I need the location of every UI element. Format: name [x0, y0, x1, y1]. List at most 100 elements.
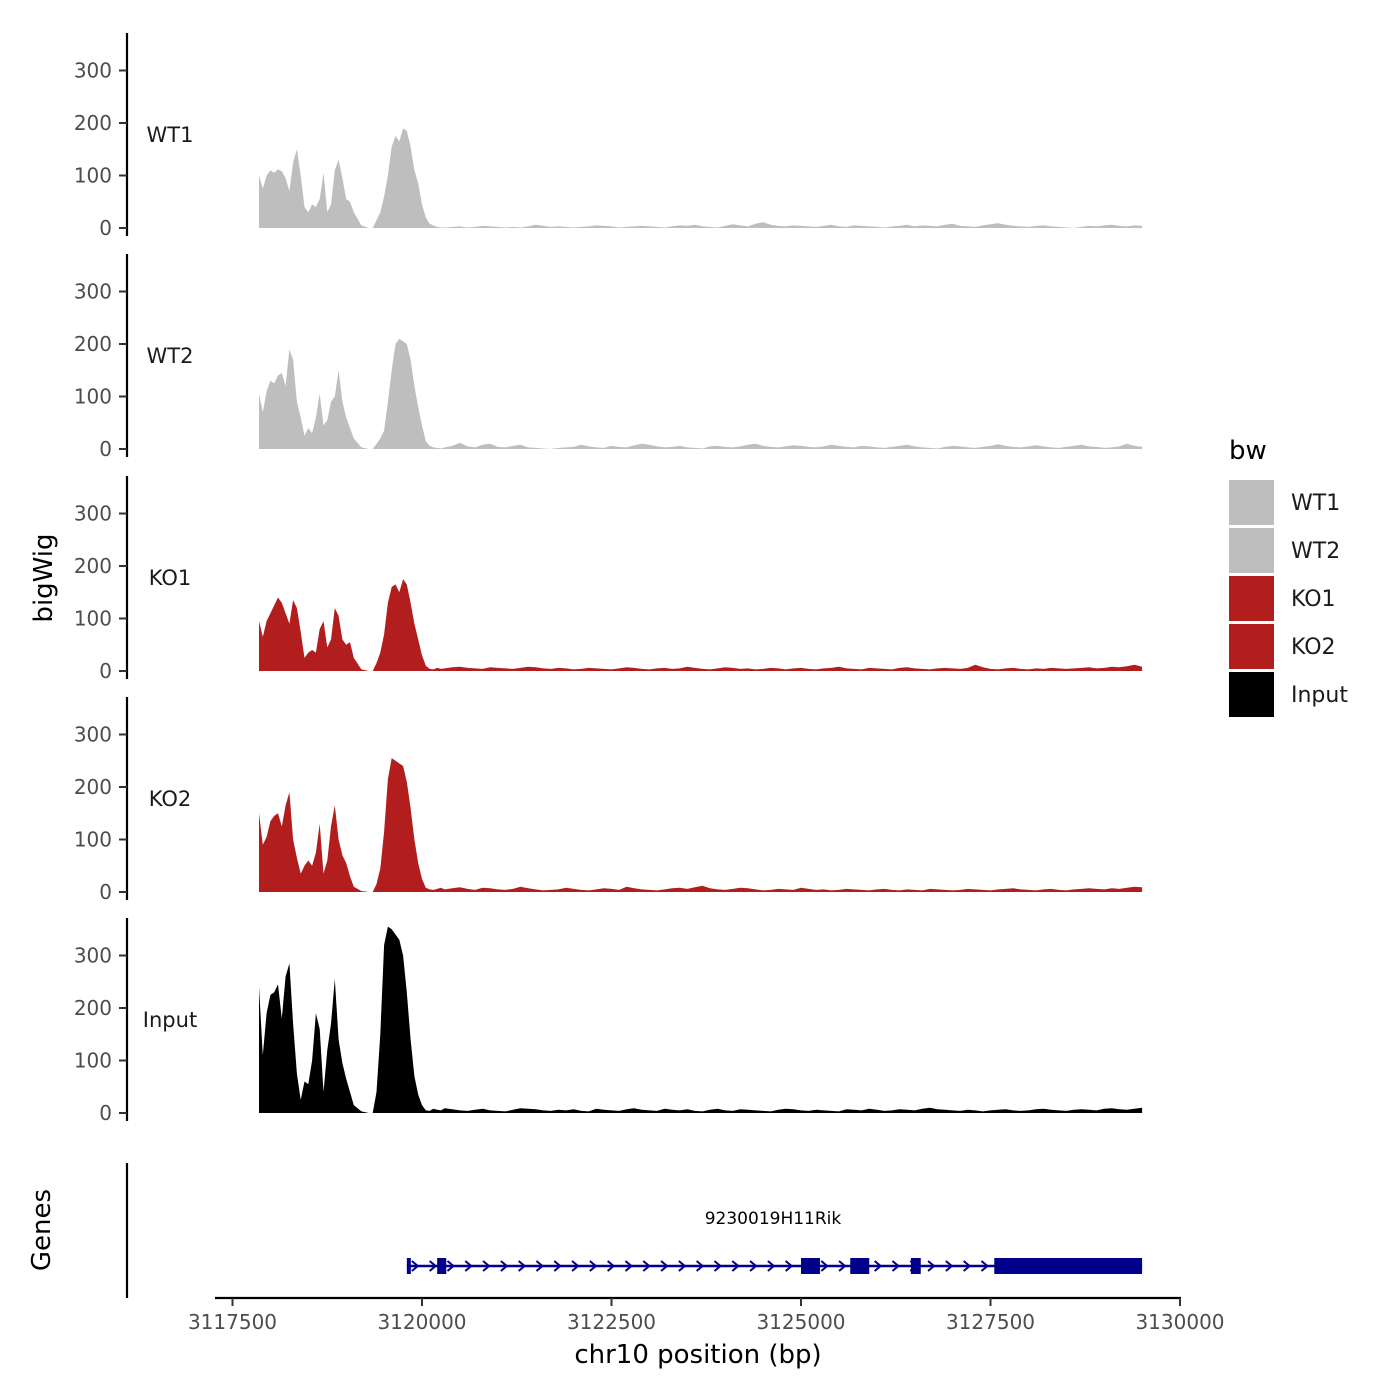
legend-swatch	[1229, 624, 1274, 669]
legend-item-ko2: KO2	[1229, 624, 1336, 669]
coverage-area-wt1	[259, 128, 1143, 228]
strand-arrow	[838, 1260, 847, 1272]
strand-arrow	[660, 1260, 669, 1272]
track-wt2: 0 100 200 300 WT2	[74, 254, 1143, 461]
strand-arrow	[945, 1260, 954, 1272]
strand-arrow	[606, 1260, 616, 1272]
x-tick-label: 3122500	[567, 1310, 656, 1334]
strand-arrow	[980, 1260, 990, 1272]
y-tick-label: 200	[74, 996, 112, 1020]
y-tick-label: 300	[74, 944, 112, 968]
gene-panel: Genes 9230019H11Rik	[27, 1163, 1143, 1298]
legend-swatch	[1229, 576, 1274, 621]
strand-arrow	[446, 1260, 456, 1272]
strand-arrow	[624, 1260, 634, 1272]
legend-swatch	[1229, 528, 1274, 573]
legend-swatch	[1229, 480, 1274, 525]
legend-title: bw	[1229, 436, 1267, 466]
y-tick-label: 100	[74, 164, 112, 188]
strand-arrow	[500, 1260, 509, 1272]
y-tick-label: 200	[74, 111, 112, 135]
x-tick-label: 3117500	[188, 1310, 277, 1334]
gene-exon	[994, 1258, 1143, 1274]
strand-arrow	[428, 1260, 438, 1272]
x-axis: 3117500 3120000 3122500 3125000 3127500 31300…	[188, 1296, 1225, 1370]
gene-panel-title: Genes	[27, 1189, 57, 1271]
gene-model	[406, 1258, 1143, 1274]
track-label: KO1	[149, 566, 192, 590]
strand-arrow	[553, 1260, 562, 1272]
y-tick-label: 0	[99, 1101, 112, 1125]
legend-item-ko1: KO1	[1229, 576, 1336, 621]
strand-arrow	[731, 1260, 740, 1272]
track-input: 0 100 200 300 Input	[74, 918, 1143, 1125]
strand-arrow	[411, 1260, 420, 1272]
x-tick-label: 3125000	[756, 1310, 845, 1334]
y-tick-label: 0	[99, 659, 112, 683]
y-tick-label: 200	[74, 554, 112, 578]
strand-arrow	[873, 1260, 883, 1272]
y-tick-label: 300	[74, 59, 112, 83]
gene-exon	[406, 1258, 411, 1274]
strand-arrow	[784, 1260, 794, 1272]
y-axis-title: bigWig	[29, 533, 59, 622]
x-axis-title: chr10 position (bp)	[574, 1340, 821, 1370]
coverage-area-wt2	[259, 338, 1143, 449]
legend-items: WT1 WT2 KO1 KO2 Input	[1229, 480, 1348, 717]
gene-exon	[801, 1258, 820, 1274]
y-tick-label: 300	[74, 502, 112, 526]
legend-item-wt2: WT2	[1229, 528, 1340, 573]
coverage-panels: 0100200300WT10100200300WT20100200300KO10…	[74, 33, 1143, 1125]
coverage-area-ko2	[259, 758, 1143, 892]
gene-exon	[850, 1258, 870, 1274]
strand-arrow	[571, 1260, 580, 1272]
y-tick-label: 100	[74, 828, 112, 852]
strand-arrow	[927, 1260, 936, 1272]
strand-arrow	[962, 1260, 972, 1272]
y-tick-label: 100	[74, 1049, 112, 1073]
y-tick-label: 0	[99, 216, 112, 240]
legend-label: WT2	[1291, 539, 1340, 564]
track-ko1: 0 100 200 300 KO1	[74, 476, 1143, 683]
legend-label: KO1	[1291, 587, 1336, 612]
gene-exon	[437, 1258, 447, 1274]
strand-arrow	[820, 1260, 829, 1272]
y-tick-label: 0	[99, 437, 112, 461]
y-tick-label: 200	[74, 775, 112, 799]
gene-exon	[910, 1258, 921, 1274]
track-label: WT2	[147, 344, 194, 368]
legend-item-wt1: WT1	[1229, 480, 1340, 525]
strand-arrow	[678, 1260, 687, 1272]
coverage-area-ko1	[259, 579, 1143, 671]
legend-label: Input	[1291, 683, 1348, 708]
strand-arrow	[642, 1260, 651, 1272]
track-label: WT1	[147, 123, 194, 147]
strand-arrow	[749, 1260, 758, 1272]
track-wt1: 0 100 200 300 WT1	[74, 33, 1143, 240]
strand-arrow	[713, 1260, 723, 1272]
legend-swatch	[1229, 672, 1274, 717]
strand-arrow	[695, 1260, 705, 1272]
gene-name-label: 9230019H11Rik	[705, 1209, 842, 1229]
strand-arrow	[535, 1260, 545, 1272]
x-tick-label: 3120000	[377, 1310, 466, 1334]
y-tick-label: 200	[74, 332, 112, 356]
y-tick-label: 300	[74, 723, 112, 747]
legend-label: WT1	[1291, 491, 1340, 516]
track-label: Input	[143, 1008, 197, 1032]
strand-arrow	[589, 1260, 598, 1272]
strand-arrow	[767, 1260, 776, 1272]
x-tick-label: 3130000	[1135, 1310, 1224, 1334]
y-tick-label: 300	[74, 280, 112, 304]
legend-item-input: Input	[1229, 672, 1348, 717]
y-tick-label: 100	[74, 385, 112, 409]
y-tick-label: 100	[74, 607, 112, 631]
track-label: KO2	[149, 787, 192, 811]
x-axis-ticks: 3117500 3120000 3122500 3125000 3127500 31300…	[188, 1298, 1225, 1334]
legend: bw WT1 WT2 KO1 KO2 Input	[1229, 436, 1348, 717]
legend-label: KO2	[1291, 635, 1336, 660]
track-ko2: 0 100 200 300 KO2	[74, 697, 1143, 904]
strand-arrow	[517, 1260, 527, 1272]
strand-arrow	[464, 1260, 473, 1272]
